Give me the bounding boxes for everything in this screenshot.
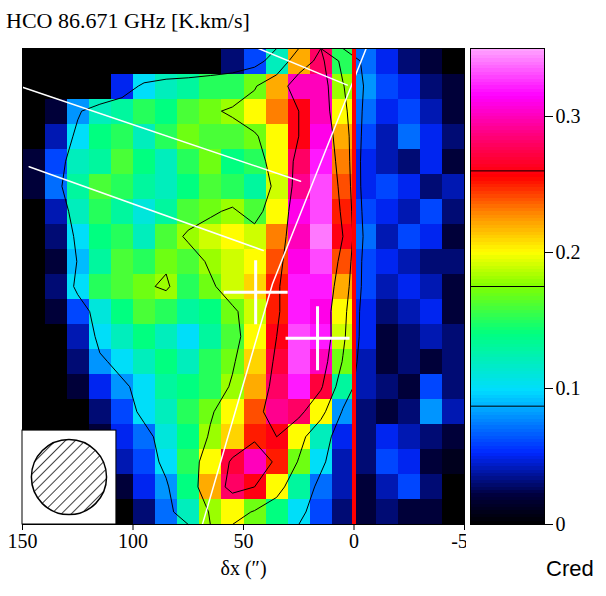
svg-text:0.3: 0.3 bbox=[556, 105, 581, 127]
svg-text:0: 0 bbox=[556, 513, 566, 535]
svg-text:δx (″): δx (″) bbox=[220, 557, 266, 580]
svg-text:100: 100 bbox=[118, 530, 148, 552]
svg-text:150: 150 bbox=[8, 530, 38, 552]
svg-text:-50: -50 bbox=[451, 529, 478, 552]
svg-text:0.2: 0.2 bbox=[556, 241, 581, 263]
svg-text:50: 50 bbox=[234, 530, 254, 552]
html-text:Cred: Cred bbox=[546, 556, 594, 581]
svg-text:0: 0 bbox=[349, 530, 359, 552]
svg-text:0.1: 0.1 bbox=[556, 377, 581, 399]
html-text:HCO 86.671 GHz [K.km/s]: HCO 86.671 GHz [K.km/s] bbox=[6, 8, 250, 33]
